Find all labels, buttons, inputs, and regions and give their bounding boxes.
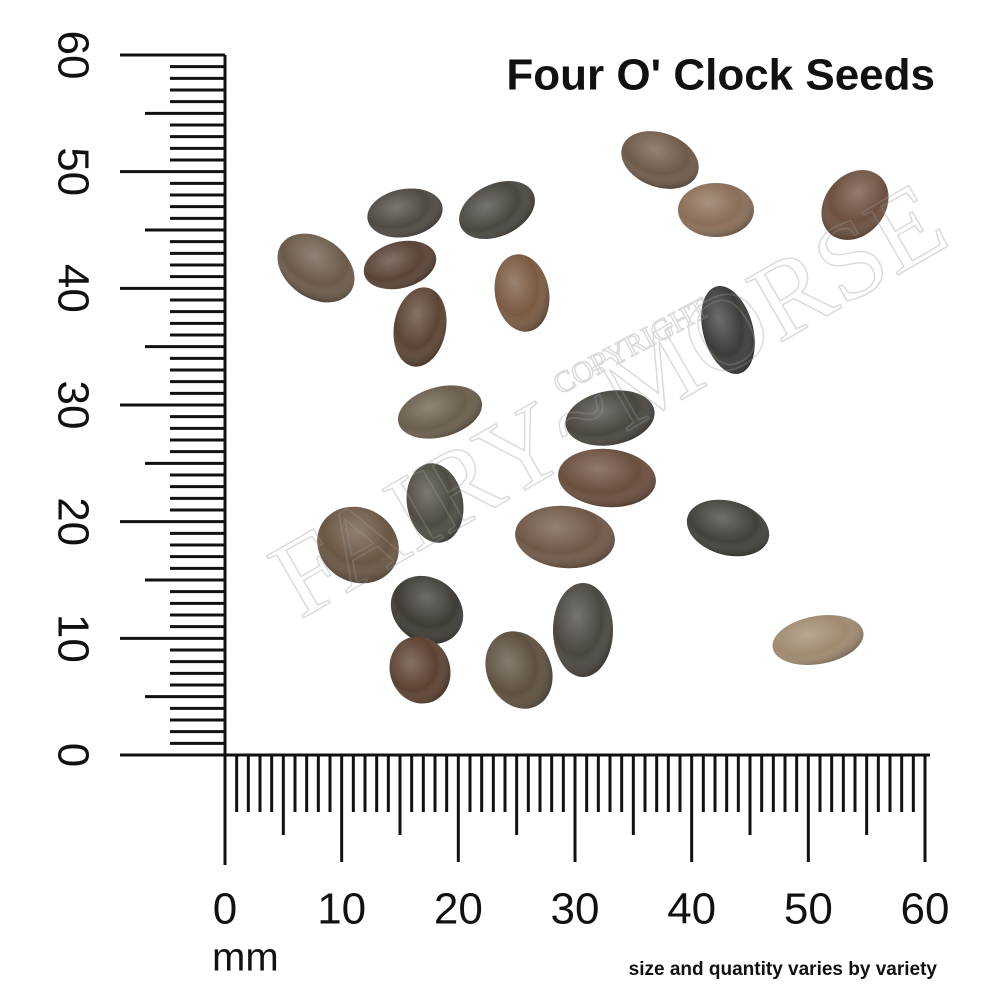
seed-shade: [406, 463, 464, 543]
seed: [277, 233, 355, 303]
seed: [686, 499, 770, 557]
seed-shade: [393, 287, 447, 367]
seed-shade: [772, 615, 864, 665]
unit-label: mm: [212, 936, 279, 980]
x-tick-label: 40: [667, 885, 716, 934]
seed-shade: [553, 583, 613, 677]
seed-shade: [686, 499, 770, 557]
title: Four O' Clock Seeds: [506, 51, 935, 100]
seed: [363, 240, 437, 290]
seeds: [277, 131, 889, 709]
seed: [678, 183, 754, 237]
seed-shade: [390, 575, 464, 645]
footnote: size and quantity varies by variety: [629, 959, 938, 980]
y-tick-label: 20: [48, 497, 97, 546]
seed-shade: [701, 286, 755, 374]
seed-shade: [678, 183, 754, 237]
seed-shade: [367, 188, 443, 238]
seed-shade: [397, 385, 483, 439]
ruler: 0 0 10 10 20 20 30 30 40 40 50 50 60 60: [48, 31, 949, 934]
seed-shade: [558, 448, 656, 508]
seed: [821, 170, 889, 240]
seed: [389, 636, 451, 704]
seed: [553, 583, 613, 677]
seed: [494, 254, 550, 332]
seed: [397, 385, 483, 439]
x-tick-label: 0: [213, 885, 237, 934]
seed-shade: [459, 180, 535, 240]
seed: [459, 180, 535, 240]
y-tick-label: 0: [48, 743, 97, 767]
seed: [406, 463, 464, 543]
seed: [621, 131, 699, 189]
y-tick-label: 10: [48, 614, 97, 663]
seed-shade: [485, 631, 553, 709]
y-tick-label: 60: [48, 31, 97, 80]
seed-shade: [317, 506, 399, 584]
seed: [390, 575, 464, 645]
seed-shade: [621, 131, 699, 189]
seed: [485, 631, 553, 709]
seed-shade: [494, 254, 550, 332]
y-tick-label: 50: [48, 147, 97, 196]
seed-shade: [363, 240, 437, 290]
x-tick-label: 60: [901, 885, 950, 934]
seed: [367, 188, 443, 238]
x-tick-label: 30: [551, 885, 600, 934]
seed-shade: [277, 233, 355, 303]
y-tick-label: 30: [48, 381, 97, 430]
seed: [317, 506, 399, 584]
seed-shade: [389, 636, 451, 704]
seed: [558, 448, 656, 508]
x-tick-label: 20: [434, 885, 483, 934]
x-tick-label: 50: [784, 885, 833, 934]
seed-shade: [821, 170, 889, 240]
x-tick-label: 10: [317, 885, 366, 934]
seed-shade: [515, 505, 615, 569]
seed: [772, 615, 864, 665]
y-tick-label: 40: [48, 264, 97, 313]
seed: [701, 286, 755, 374]
seed-shade: [565, 390, 655, 446]
seed: [515, 505, 615, 569]
seed: [393, 287, 447, 367]
seed: [565, 390, 655, 446]
